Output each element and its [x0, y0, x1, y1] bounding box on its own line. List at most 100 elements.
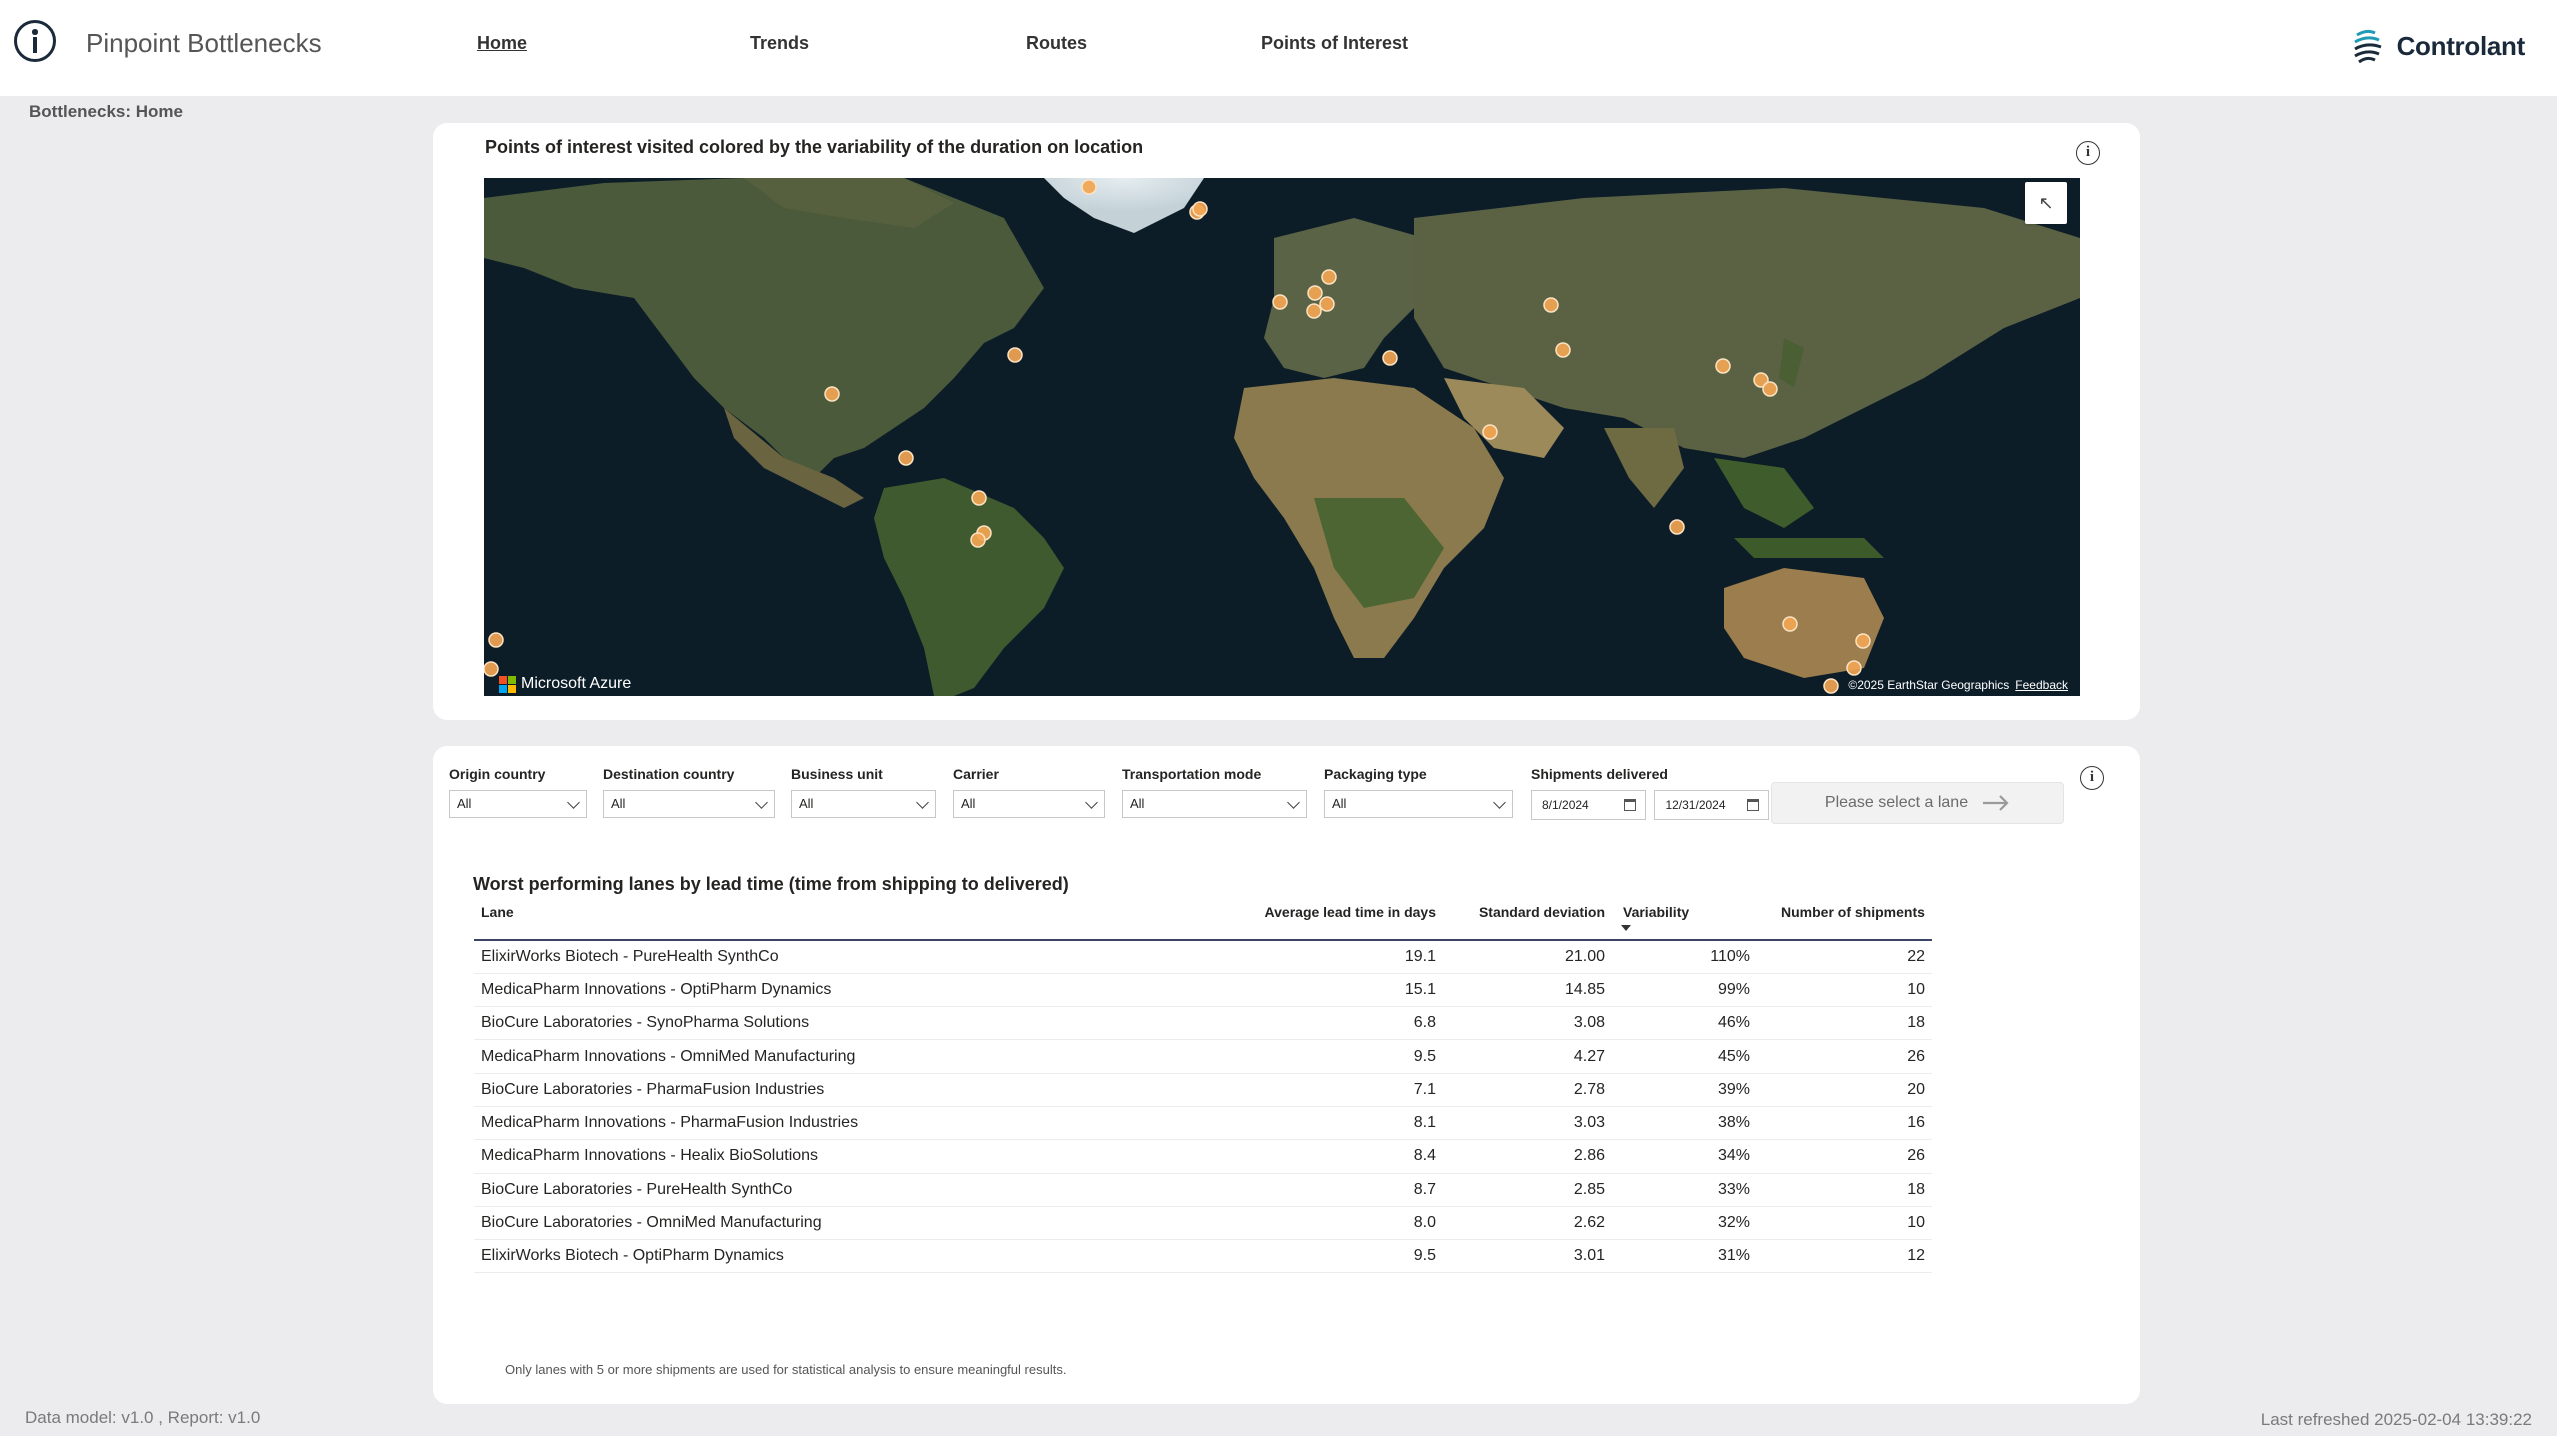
nav-routes[interactable]: Routes — [1026, 33, 1088, 53]
filter-label: Origin country — [449, 766, 546, 782]
cell-avg: 7.1 — [1250, 1073, 1443, 1107]
poi-marker[interactable] — [1482, 424, 1498, 440]
poi-marker[interactable] — [1715, 358, 1731, 374]
poi-marker[interactable] — [1192, 201, 1208, 217]
map-feedback-link[interactable]: Feedback — [2015, 678, 2068, 692]
filter-destination-country: Destination country All — [603, 766, 775, 818]
poi-marker[interactable] — [488, 632, 504, 648]
filter-label: Carrier — [953, 766, 999, 782]
destination-country-select[interactable]: All — [603, 790, 775, 818]
poi-marker[interactable] — [1543, 297, 1559, 313]
table-row[interactable]: MedicaPharm Innovations - OptiPharm Dyna… — [474, 973, 1932, 1008]
nav-points-of-interest[interactable]: Points of Interest — [1261, 33, 1409, 53]
map-selection-tool-icon[interactable]: ↖ — [2025, 182, 2067, 224]
landmass-europe — [1264, 218, 1434, 378]
cell-count: 16 — [1757, 1106, 1932, 1141]
cell-avg: 9.5 — [1250, 1239, 1443, 1274]
poi-marker[interactable] — [1823, 678, 1839, 694]
column-header-std-dev[interactable]: Standard deviation — [1443, 904, 1612, 941]
cell-std: 3.01 — [1443, 1239, 1612, 1274]
table-row[interactable]: BioCure Laboratories - PureHealth SynthC… — [474, 1173, 1932, 1207]
map-provider-name: Microsoft Azure — [521, 675, 632, 692]
carrier-select[interactable]: All — [953, 790, 1105, 818]
cell-lane: ElixirWorks Biotech - OptiPharm Dynamics — [474, 1239, 1250, 1274]
filter-label: Shipments delivered — [1531, 766, 1668, 782]
select-value: All — [1130, 796, 1145, 811]
poi-marker[interactable] — [1669, 519, 1685, 535]
map-info-icon[interactable]: i — [2076, 141, 2100, 165]
map-title: Points of interest visited colored by th… — [485, 137, 1144, 157]
cell-lane: MedicaPharm Innovations - OptiPharm Dyna… — [474, 973, 1250, 1008]
poi-marker[interactable] — [1007, 347, 1023, 363]
lanes-card: Origin country All Destination country A… — [433, 746, 2140, 1404]
table-row[interactable]: BioCure Laboratories - PharmaFusion Indu… — [474, 1073, 1932, 1107]
poi-marker[interactable] — [1762, 381, 1778, 397]
table-row[interactable]: MedicaPharm Innovations - PharmaFusion I… — [474, 1106, 1932, 1141]
poi-marker[interactable] — [1272, 294, 1288, 310]
cell-var: 46% — [1612, 1006, 1757, 1041]
cell-count: 26 — [1757, 1139, 1932, 1174]
cell-lane: BioCure Laboratories - OmniMed Manufactu… — [474, 1206, 1250, 1241]
origin-country-select[interactable]: All — [449, 790, 587, 818]
poi-marker[interactable] — [484, 661, 499, 677]
info-logo-icon[interactable] — [14, 20, 56, 62]
poi-marker[interactable] — [1753, 372, 1769, 388]
poi-marker[interactable] — [1382, 350, 1398, 366]
column-header-variability-label: Variability — [1623, 904, 1690, 920]
column-header-shipments[interactable]: Number of shipments — [1757, 904, 1932, 941]
table-row[interactable]: BioCure Laboratories - SynoPharma Soluti… — [474, 1006, 1932, 1041]
nav-home[interactable]: Home — [477, 33, 528, 53]
transportation-mode-select[interactable]: All — [1122, 790, 1307, 818]
filter-carrier: Carrier All — [953, 766, 1105, 818]
map-provider-logo: Microsoft Azure — [499, 675, 631, 693]
poi-marker[interactable] — [898, 450, 914, 466]
start-date-input[interactable]: 8/1/2024 — [1531, 790, 1646, 820]
cell-var: 32% — [1612, 1206, 1757, 1241]
cell-avg: 6.8 — [1250, 1006, 1443, 1041]
landmass-canada-north — [744, 178, 954, 228]
poi-marker[interactable] — [970, 532, 986, 548]
poi-marker[interactable] — [1855, 633, 1871, 649]
cell-var: 39% — [1612, 1073, 1757, 1107]
packaging-type-select[interactable]: All — [1324, 790, 1513, 818]
poi-marker[interactable] — [1782, 616, 1798, 632]
cell-var: 31% — [1612, 1239, 1757, 1274]
date-value: 8/1/2024 — [1542, 798, 1589, 812]
world-map[interactable]: ↖ Microsoft Azure ©2025 EarthStar Geogra… — [484, 178, 2080, 696]
nav-trends[interactable]: Trends — [750, 33, 810, 53]
poi-marker[interactable] — [824, 386, 840, 402]
cell-lane: ElixirWorks Biotech - PureHealth SynthCo — [474, 940, 1250, 974]
end-date-input[interactable]: 12/31/2024 — [1654, 790, 1770, 820]
table-row[interactable]: ElixirWorks Biotech - OptiPharm Dynamics… — [474, 1239, 1932, 1274]
business-unit-select[interactable]: All — [791, 790, 936, 818]
poi-marker[interactable] — [1319, 296, 1335, 312]
column-header-lane[interactable]: Lane — [474, 904, 1250, 941]
cell-var: 33% — [1612, 1173, 1757, 1207]
cell-lane: BioCure Laboratories - SynoPharma Soluti… — [474, 1006, 1250, 1041]
table-row[interactable]: MedicaPharm Innovations - Healix BioSolu… — [474, 1139, 1932, 1174]
chevron-down-icon — [755, 796, 768, 809]
poi-marker[interactable] — [1555, 342, 1571, 358]
cell-lane: MedicaPharm Innovations - Healix BioSolu… — [474, 1139, 1250, 1174]
filters-info-icon[interactable]: i — [2080, 766, 2104, 790]
column-header-variability[interactable]: Variability — [1612, 904, 1757, 941]
cell-avg: 8.7 — [1250, 1173, 1443, 1207]
table-row[interactable]: BioCure Laboratories - OmniMed Manufactu… — [474, 1206, 1932, 1241]
app-title: Pinpoint Bottlenecks — [86, 28, 322, 58]
select-value: All — [457, 796, 472, 811]
poi-marker[interactable] — [1321, 269, 1337, 285]
poi-marker[interactable] — [971, 490, 987, 506]
poi-marker[interactable] — [1081, 179, 1097, 195]
calendar-icon[interactable] — [1624, 799, 1636, 811]
filter-shipments-delivered: Shipments delivered 8/1/2024 12/31/2024 — [1531, 766, 1770, 820]
landmass-middle-east — [1444, 378, 1564, 458]
column-header-avg-lead-time[interactable]: Average lead time in days — [1250, 904, 1443, 941]
calendar-icon[interactable] — [1747, 799, 1760, 811]
table-row[interactable]: ElixirWorks Biotech - PureHealth SynthCo… — [474, 940, 1932, 974]
select-lane-button[interactable]: Please select a lane — [1771, 782, 2064, 824]
poi-marker[interactable] — [1307, 285, 1323, 301]
poi-marker[interactable] — [1846, 660, 1862, 676]
poi-marker[interactable] — [1306, 303, 1322, 319]
table-row[interactable]: MedicaPharm Innovations - OmniMed Manufa… — [474, 1039, 1932, 1074]
landmass-australia — [1724, 568, 1884, 678]
